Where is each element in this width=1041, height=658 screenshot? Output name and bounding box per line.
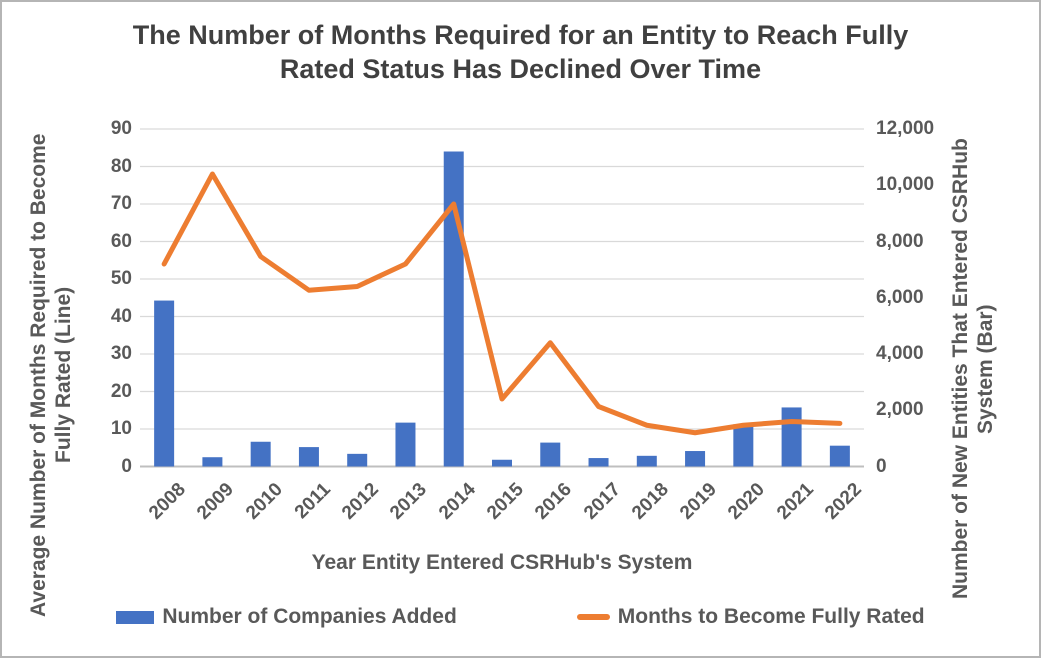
right-axis-tick-2000: 2,000 — [876, 399, 924, 421]
left-axis-tick-80: 80 — [110, 155, 132, 177]
chart-title-text: The Number of Months Required for an Ent… — [132, 20, 909, 85]
chart-title: The Number of Months Required for an Ent… — [2, 18, 1039, 86]
left-axis-tick-20: 20 — [110, 380, 132, 402]
right-axis-title-line2: System (Bar) — [974, 304, 998, 434]
bar-2014 — [443, 151, 464, 467]
line-series-swatch-icon — [576, 614, 610, 620]
left-axis-title-line2: Fully Rated (Line) — [52, 286, 76, 464]
right-axis-tick-4000: 4,000 — [876, 343, 924, 364]
bar-2017 — [588, 458, 609, 467]
bar-series-swatch-icon — [116, 610, 155, 624]
left-axis-tick-0: 0 — [121, 455, 132, 477]
bar-2019 — [685, 451, 706, 467]
left-axis-tick-70: 70 — [110, 193, 132, 214]
right-axis-tick-8000: 8,000 — [876, 230, 924, 252]
bar-2020 — [733, 424, 754, 467]
bar-2015 — [492, 459, 512, 467]
right-axis-tick-10000: 10,000 — [876, 174, 935, 196]
bar-2012 — [347, 453, 368, 467]
right-axis-tick-0: 0 — [876, 455, 887, 477]
line-months-to-fully-rated — [161, 171, 843, 436]
bar-2008 — [154, 300, 175, 467]
left-axis-tick-30: 30 — [110, 343, 132, 364]
bar-2022 — [829, 445, 850, 467]
right-axis-tick-6000: 6,000 — [876, 286, 924, 308]
right-axis-title-line1: Number of New Entities That Entered CSRH… — [949, 138, 972, 600]
bar-2009 — [202, 457, 223, 467]
right-axis-title: Number of New Entities That Entered CSRH… — [948, 94, 1028, 644]
bar-2013 — [395, 422, 416, 467]
left-axis-tick-60: 60 — [110, 230, 132, 252]
right-axis-tick-12000: 12,000 — [876, 118, 935, 139]
left-axis-tick-40: 40 — [110, 305, 132, 327]
legend-label-bar-series: Number of Companies Added — [162, 605, 457, 628]
x-axis-title: Year Entity Entered CSRHub's System — [311, 551, 693, 574]
bar-2010 — [250, 441, 271, 467]
bar-2021 — [781, 407, 802, 467]
legend: Number of Companies Added Months to Beco… — [2, 605, 1039, 629]
left-axis-tick-50: 50 — [110, 268, 132, 289]
bar-2011 — [298, 447, 319, 467]
legend-item-line-series: Months to Become Fully Rated — [576, 605, 925, 629]
left-axis-title-line1: Average Number of Months Required to Bec… — [27, 133, 50, 617]
legend-item-bar-series: Number of Companies Added — [116, 605, 457, 629]
left-axis-tick-10: 10 — [110, 418, 132, 439]
legend-label-line-series: Months to Become Fully Rated — [617, 605, 925, 628]
bar-2018 — [636, 455, 657, 467]
bar-2016 — [540, 442, 561, 467]
left-axis-title: Average Number of Months Required to Bec… — [26, 100, 102, 650]
left-axis-tick-90: 90 — [110, 118, 132, 139]
